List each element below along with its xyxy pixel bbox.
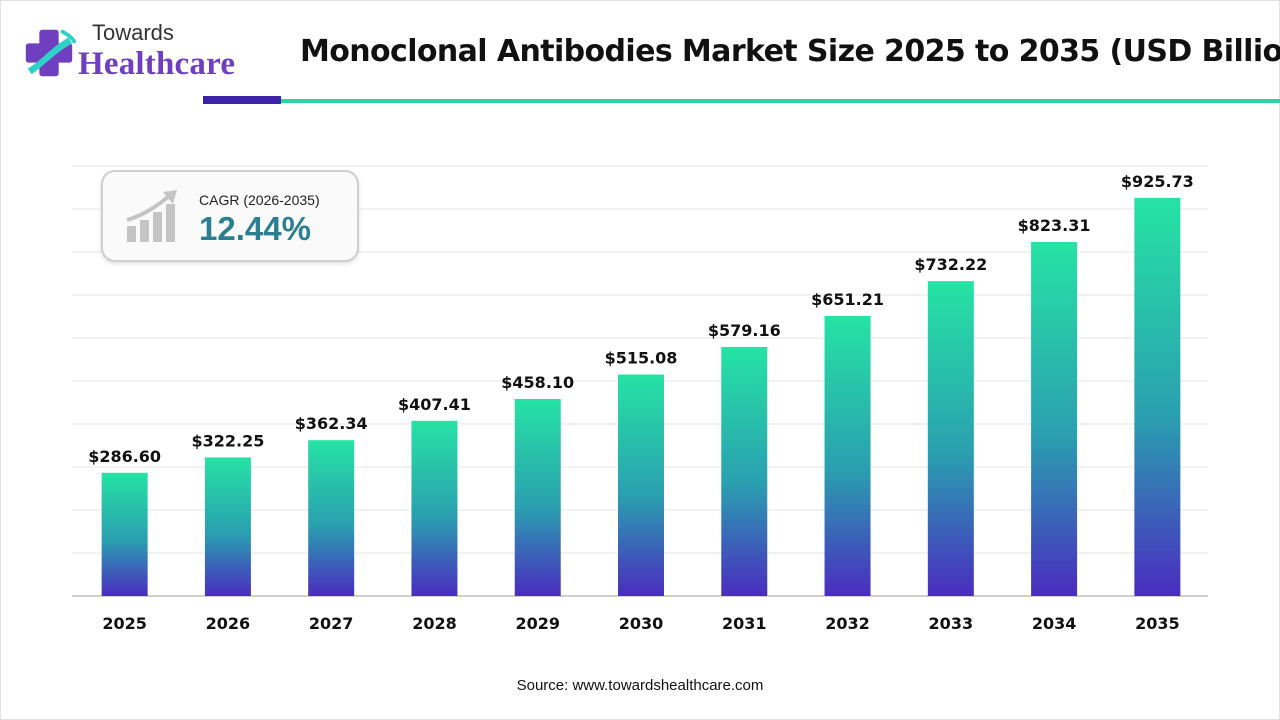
x-tick-label-2033: 2033 [929,614,974,633]
data-label-2029: $458.10 [501,373,574,392]
data-label-2026: $322.25 [191,431,264,450]
data-label-2028: $407.41 [398,395,471,414]
bar-2034 [1031,241,1078,597]
medical-cross-icon [25,29,77,77]
cagr-value: 12.44% [199,210,311,247]
x-tick-label-2029: 2029 [515,614,560,633]
x-tick-label-2031: 2031 [722,614,767,633]
data-label-2031: $579.16 [708,321,781,340]
x-tick-label-2025: 2025 [102,614,147,633]
title-underline [281,99,1280,103]
title-underline-accent [203,96,281,104]
brand-name-top: Towards [92,20,174,45]
chart-title: Monoclonal Antibodies Market Size 2025 t… [300,34,1280,69]
growth-chart-icon [126,190,177,242]
x-tick-label-2034: 2034 [1032,614,1077,633]
bar-2030 [618,374,664,596]
data-label-2035: $925.73 [1121,172,1194,191]
x-tick-label-2026: 2026 [206,614,251,633]
bar-2033 [927,281,974,596]
x-tick-label-2035: 2035 [1135,614,1180,633]
data-label-2032: $651.21 [811,290,884,309]
data-label-2030: $515.08 [605,349,678,368]
cagr-label: CAGR (2026-2035) [199,192,320,208]
bar-2028 [411,420,458,596]
data-label-2034: $823.31 [1018,216,1091,235]
x-tick-label-2028: 2028 [412,614,457,633]
bar-2027 [308,440,355,596]
data-label-2033: $732.22 [914,255,987,274]
bar-2025 [101,472,148,596]
bar-2031 [721,346,768,596]
brand-logo: Towards Healthcare [16,18,246,88]
bar-2026 [204,457,251,596]
data-label-2027: $362.34 [295,414,368,433]
x-tick-label-2030: 2030 [619,614,664,633]
source-note: Source: www.towardshealthcare.com [516,677,764,694]
bar-2035 [1134,197,1181,596]
bar-2032 [824,315,871,596]
brand-name-main: Healthcare [78,46,236,82]
x-tick-label-2027: 2027 [309,614,354,633]
cagr-callout: CAGR (2026-2035) 12.44% [101,170,359,262]
x-tick-label-2032: 2032 [825,614,870,633]
bar-2029 [514,399,561,596]
data-label-2025: $286.60 [88,447,161,466]
